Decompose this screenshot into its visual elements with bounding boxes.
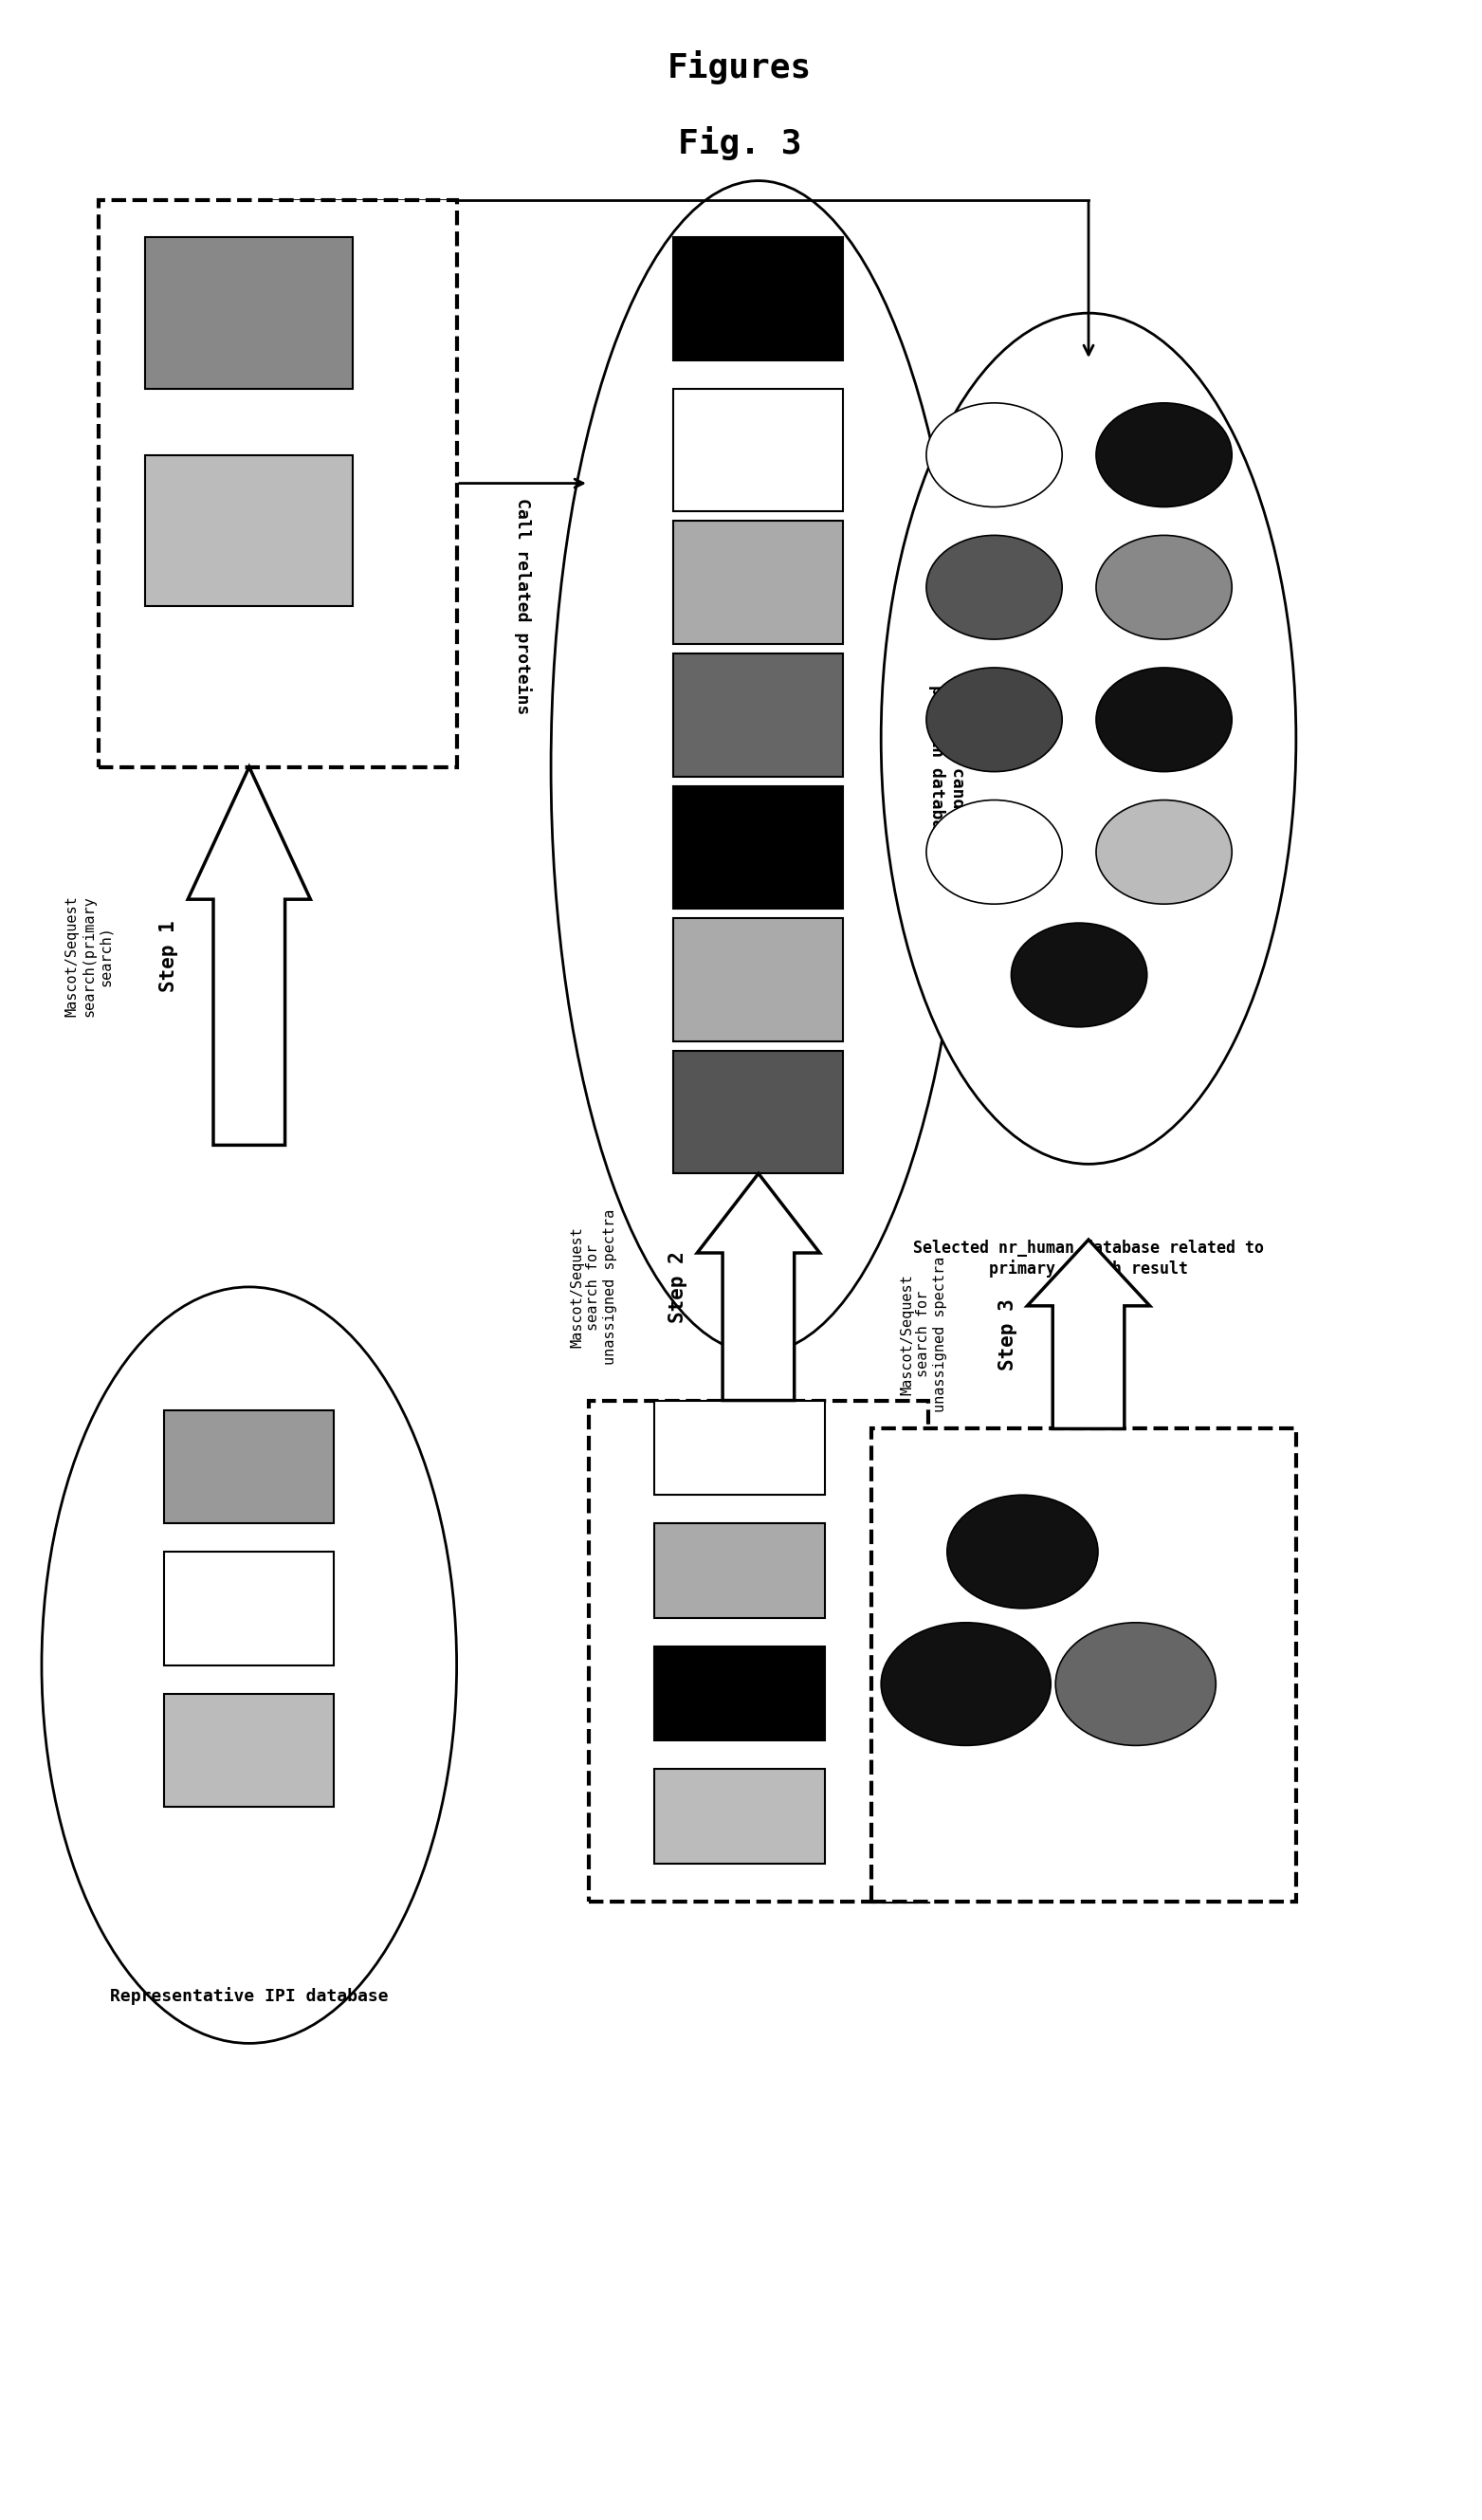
Ellipse shape [926, 799, 1063, 905]
Text: Mascot/Sequest
search for
unassigned spectra: Mascot/Sequest search for unassigned spe… [900, 1257, 947, 1411]
Text: Mascot/Sequest
search for
unassigned spectra: Mascot/Sequest search for unassigned spe… [569, 1210, 617, 1366]
Bar [655, 1522, 824, 1618]
Polygon shape [188, 766, 310, 1144]
Bar [673, 1051, 843, 1174]
Bar [165, 1409, 333, 1522]
Bar [588, 1401, 928, 1903]
Text: Selected nr_human database related to
primary search result: Selected nr_human database related to pr… [913, 1240, 1264, 1278]
Ellipse shape [551, 181, 966, 1353]
Text: Representative IPI database: Representative IPI database [110, 1988, 388, 2006]
Bar [145, 237, 353, 388]
Text: Fig. 3: Fig. 3 [677, 126, 802, 159]
Bar [165, 1552, 333, 1666]
Bar [673, 237, 843, 360]
Text: Step 3: Step 3 [999, 1298, 1018, 1371]
Bar [98, 199, 456, 766]
Polygon shape [1027, 1240, 1150, 1429]
Ellipse shape [882, 1623, 1051, 1746]
Ellipse shape [926, 534, 1063, 640]
Ellipse shape [926, 403, 1063, 507]
Text: Extended candidate
protein database: Extended candidate protein database [928, 675, 966, 859]
Text: Step 1: Step 1 [160, 920, 178, 993]
Ellipse shape [1055, 1623, 1215, 1746]
Bar [871, 1429, 1297, 1903]
Text: Mascot/Sequest
search(primary
search): Mascot/Sequest search(primary search) [65, 895, 113, 1016]
Ellipse shape [1011, 922, 1147, 1028]
Bar [655, 1769, 824, 1865]
Bar [673, 388, 843, 512]
Ellipse shape [926, 668, 1063, 771]
Ellipse shape [1097, 799, 1232, 905]
Ellipse shape [41, 1288, 456, 2044]
Bar [655, 1401, 824, 1494]
Ellipse shape [1097, 534, 1232, 640]
Ellipse shape [1097, 668, 1232, 771]
Bar [655, 1646, 824, 1741]
Bar [145, 456, 353, 607]
Bar [673, 522, 843, 645]
Text: Figures: Figures [667, 50, 812, 83]
Text: Step 2: Step 2 [668, 1250, 688, 1323]
Bar [673, 653, 843, 776]
Bar [673, 917, 843, 1041]
Ellipse shape [947, 1494, 1098, 1608]
Ellipse shape [882, 312, 1297, 1164]
Bar [165, 1693, 333, 1807]
Text: Call related proteins: Call related proteins [514, 496, 532, 713]
Polygon shape [697, 1174, 820, 1401]
Bar [673, 786, 843, 910]
Ellipse shape [1097, 403, 1232, 507]
